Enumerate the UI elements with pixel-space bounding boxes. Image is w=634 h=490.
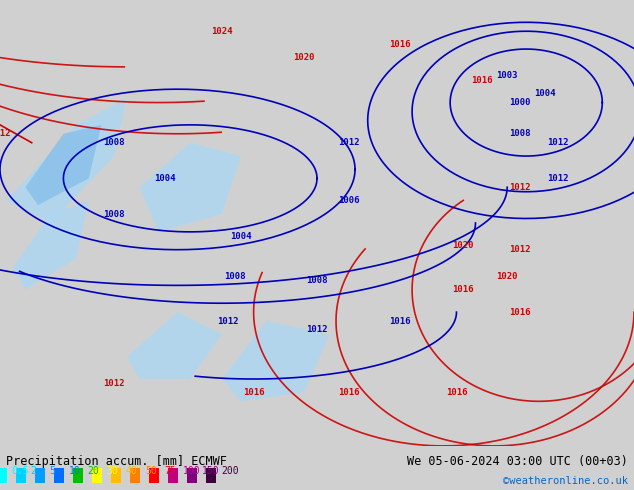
Text: 1008: 1008 [509, 129, 531, 138]
Text: 1003: 1003 [496, 72, 518, 80]
Text: 1024: 1024 [211, 27, 233, 36]
FancyBboxPatch shape [207, 468, 216, 483]
Text: 1016: 1016 [338, 388, 359, 397]
FancyBboxPatch shape [54, 468, 63, 483]
Text: 20: 20 [87, 466, 100, 476]
Text: 1016: 1016 [389, 40, 410, 49]
Text: 1020: 1020 [294, 53, 315, 62]
Polygon shape [13, 201, 89, 290]
Text: 1008: 1008 [306, 276, 328, 285]
Text: 10: 10 [68, 466, 81, 476]
FancyBboxPatch shape [74, 468, 82, 483]
Text: 1016: 1016 [452, 285, 474, 294]
Text: 1012: 1012 [509, 245, 531, 254]
Text: 50: 50 [145, 466, 157, 476]
Polygon shape [6, 98, 127, 223]
FancyBboxPatch shape [169, 468, 178, 483]
Text: Precipitation accum. [mm] ECMWF: Precipitation accum. [mm] ECMWF [6, 455, 227, 468]
Polygon shape [127, 312, 222, 379]
Text: 1012: 1012 [509, 183, 531, 192]
FancyBboxPatch shape [0, 468, 6, 483]
Text: 1016: 1016 [389, 317, 410, 325]
Text: 200: 200 [221, 466, 238, 476]
FancyBboxPatch shape [131, 468, 140, 483]
Text: ©weatheronline.co.uk: ©weatheronline.co.uk [503, 476, 628, 486]
Text: 1004: 1004 [534, 89, 556, 98]
Polygon shape [139, 143, 241, 232]
Text: 1008: 1008 [224, 272, 245, 281]
Text: 1006: 1006 [338, 196, 359, 205]
Text: 150: 150 [202, 466, 219, 476]
Text: 1012: 1012 [547, 138, 569, 147]
Text: 40: 40 [126, 466, 138, 476]
Text: 0.5: 0.5 [12, 466, 29, 476]
Text: 2: 2 [30, 466, 37, 476]
Text: 1012: 1012 [547, 174, 569, 183]
Text: 100: 100 [183, 466, 200, 476]
FancyBboxPatch shape [112, 468, 120, 483]
Text: 5: 5 [49, 466, 56, 476]
Text: 1020: 1020 [452, 241, 474, 250]
FancyBboxPatch shape [150, 468, 158, 483]
Polygon shape [25, 125, 101, 205]
Text: We 05-06-2024 03:00 UTC (00+03): We 05-06-2024 03:00 UTC (00+03) [407, 455, 628, 468]
Text: 1020: 1020 [496, 272, 518, 281]
Text: 1008: 1008 [103, 210, 125, 219]
FancyBboxPatch shape [36, 468, 44, 483]
Text: 1012: 1012 [217, 317, 239, 325]
Text: 1004: 1004 [154, 174, 176, 183]
Text: 1016: 1016 [509, 308, 531, 317]
Text: 1016: 1016 [243, 388, 264, 397]
Text: 1012: 1012 [103, 379, 125, 388]
FancyBboxPatch shape [16, 468, 25, 483]
Text: 1016: 1016 [446, 388, 467, 397]
Text: 1012: 1012 [306, 325, 328, 335]
FancyBboxPatch shape [93, 468, 102, 483]
Text: 1004: 1004 [230, 232, 252, 241]
Text: 1012: 1012 [0, 129, 11, 138]
Text: 75: 75 [164, 466, 176, 476]
FancyBboxPatch shape [188, 468, 197, 483]
Text: 1008: 1008 [103, 138, 125, 147]
Text: 1000: 1000 [509, 98, 531, 107]
Polygon shape [222, 321, 330, 401]
Text: 1016: 1016 [471, 76, 493, 85]
Text: 1012: 1012 [338, 138, 359, 147]
Text: 30: 30 [107, 466, 119, 476]
